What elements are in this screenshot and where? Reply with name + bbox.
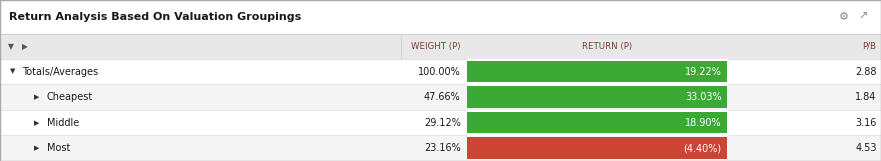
Text: Totals/Averages: Totals/Averages: [22, 66, 98, 76]
Text: Cheapest: Cheapest: [47, 92, 93, 102]
FancyBboxPatch shape: [467, 61, 727, 82]
FancyBboxPatch shape: [0, 0, 881, 34]
Text: WEIGHT (P): WEIGHT (P): [411, 42, 461, 51]
Text: 1.84: 1.84: [855, 92, 877, 102]
Text: ▼: ▼: [8, 42, 13, 51]
Text: (4.40%): (4.40%): [684, 143, 722, 153]
Text: ↗: ↗: [859, 12, 868, 22]
Text: ▶: ▶: [22, 42, 27, 51]
Text: ⚙: ⚙: [839, 12, 849, 22]
Text: 47.66%: 47.66%: [424, 92, 461, 102]
Text: ▶: ▶: [34, 94, 40, 100]
Text: 23.16%: 23.16%: [424, 143, 461, 153]
Text: P/B: P/B: [862, 42, 877, 51]
Text: 3.16: 3.16: [855, 118, 877, 128]
Text: Return Analysis Based On Valuation Groupings: Return Analysis Based On Valuation Group…: [9, 12, 301, 22]
Text: 4.53: 4.53: [855, 143, 877, 153]
Text: 100.00%: 100.00%: [418, 66, 461, 76]
FancyBboxPatch shape: [0, 59, 881, 84]
Text: RETURN (P): RETURN (P): [582, 42, 633, 51]
Text: ▶: ▶: [34, 145, 40, 151]
Text: 33.03%: 33.03%: [685, 92, 722, 102]
Text: 2.88: 2.88: [855, 66, 877, 76]
Text: 19.22%: 19.22%: [685, 66, 722, 76]
Text: ▼: ▼: [10, 69, 15, 75]
FancyBboxPatch shape: [0, 84, 881, 110]
Text: ▶: ▶: [34, 120, 40, 126]
Text: Most: Most: [47, 143, 70, 153]
Text: 29.12%: 29.12%: [424, 118, 461, 128]
Text: Middle: Middle: [47, 118, 79, 128]
Text: 18.90%: 18.90%: [685, 118, 722, 128]
FancyBboxPatch shape: [0, 110, 881, 135]
FancyBboxPatch shape: [0, 135, 881, 161]
FancyBboxPatch shape: [467, 112, 727, 133]
FancyBboxPatch shape: [467, 86, 727, 108]
FancyBboxPatch shape: [467, 137, 727, 159]
FancyBboxPatch shape: [0, 34, 881, 59]
